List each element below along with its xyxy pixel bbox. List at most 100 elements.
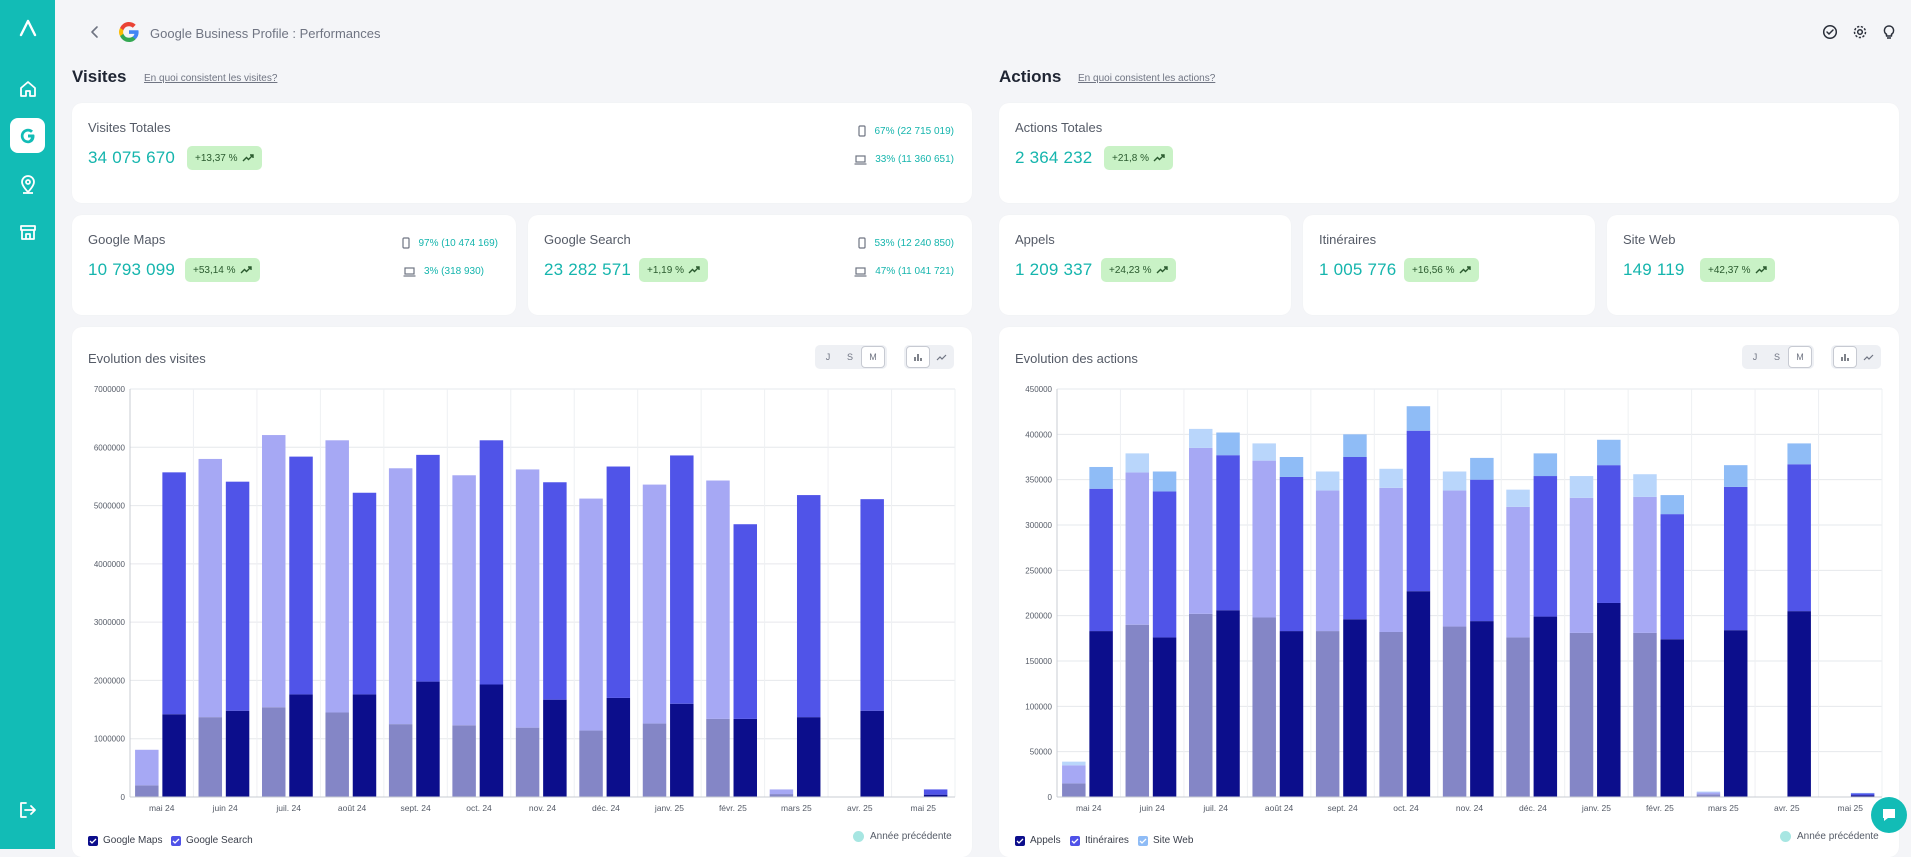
bar-current [226,482,249,711]
mobile-share-value: 67% (22 715 019) [874,126,954,137]
legend-google-maps[interactable]: Google Maps [88,835,162,846]
location-pin-icon[interactable] [10,166,45,201]
bar-previous-year [706,481,729,719]
x-tick-label: mars 25 [1708,803,1739,813]
bar-current [1787,443,1810,464]
bar-previous-year [516,728,539,797]
bar-previous-year [643,724,666,797]
kpi-label: Itinéraires [1319,232,1376,247]
y-tick-label: 7000000 [94,385,126,394]
bar-previous-year [1316,631,1339,797]
x-tick-label: nov. 24 [1456,803,1484,813]
checkbox-icon[interactable] [171,836,181,846]
x-tick-label: mai 25 [1838,803,1864,813]
visits-info-link[interactable]: En quoi consistent les visites? [144,73,277,84]
checklist-icon[interactable] [1822,24,1838,45]
desktop-share-value: 3% (318 930) [424,266,484,277]
y-tick-label: 5000000 [94,502,126,511]
x-tick-label: mai 24 [1076,803,1102,813]
previous-year-label: Année précédente [870,831,952,842]
bar-previous-year [1252,443,1275,460]
legend-calls[interactable]: Appels [1015,835,1061,846]
desktop-share-value: 33% (11 360 651) [875,154,954,165]
legend-directions[interactable]: Itinéraires [1070,835,1129,846]
bar-current [1153,491,1176,637]
bar-current [226,711,249,797]
back-arrow-icon[interactable] [87,24,103,45]
chat-bubble-icon[interactable] [1871,797,1907,833]
sidebar [0,0,55,849]
bar-previous-year [262,707,285,797]
bar-previous-year [770,789,793,794]
y-tick-label: 0 [121,793,126,802]
bar-current [1216,610,1239,797]
bar-current [1343,619,1366,797]
bar-previous-year [389,724,412,797]
kpi-value: 149 119 [1623,260,1685,280]
desktop-share-value: 47% (11 041 721) [875,266,954,277]
bar-current [1661,495,1684,514]
y-tick-label: 50000 [1030,748,1053,757]
legend-website[interactable]: Site Web [1138,835,1193,846]
bar-current [1280,457,1303,477]
toggle-dot[interactable] [1780,831,1791,842]
checkbox-icon[interactable] [1070,836,1080,846]
legend-google-search[interactable]: Google Search [171,835,253,846]
logout-icon[interactable] [10,792,45,827]
bar-previous-year [1189,614,1212,797]
bar-previous-year [1506,637,1529,797]
previous-year-toggle[interactable]: Année précédente [853,831,952,842]
kpi-value: 34 075 670 [88,148,175,168]
kpi-label: Google Maps [88,232,165,247]
bar-previous-year [1506,507,1529,638]
y-tick-label: 0 [1048,793,1053,802]
google-maps-card: Google Maps 10 793 099 +53,14 % 97% (10 … [72,215,516,315]
actions-bar-chart: 0500001000001500002000002500003000003500… [999,327,1899,849]
previous-year-toggle[interactable]: Année précédente [1780,831,1879,842]
x-tick-label: mars 25 [781,803,812,813]
bar-previous-year [1316,472,1339,491]
bar-previous-year [1316,491,1339,632]
bar-current [1534,453,1557,476]
google-logo-icon [117,20,141,49]
gear-icon[interactable] [1852,24,1868,45]
bar-current [607,467,630,698]
google-profile-icon[interactable] [10,118,45,153]
desktop-share: 47% (11 041 721) [854,266,954,277]
bar-previous-year [1189,448,1212,614]
checkbox-icon[interactable] [88,836,98,846]
trend-badge: +21,8 % [1104,146,1173,170]
bar-previous-year [1126,453,1149,472]
laptop-icon [854,267,867,277]
bar-current [543,482,566,699]
bar-previous-year [1697,792,1720,793]
app-logo-icon[interactable] [10,10,45,45]
y-tick-label: 3000000 [94,618,126,627]
bar-current [480,685,503,797]
bar-previous-year [325,712,348,797]
bar-previous-year [1633,497,1656,633]
x-tick-label: déc. 24 [1519,803,1547,813]
x-tick-label: août 24 [338,803,367,813]
bar-current [1724,465,1747,487]
store-icon[interactable] [10,214,45,249]
page-title: Google Business Profile : Performances [150,26,381,41]
actions-info-link[interactable]: En quoi consistent les actions? [1078,73,1215,84]
bar-previous-year [1379,488,1402,632]
kpi-value: 23 282 571 [544,260,631,280]
actions-section-title: Actions [999,67,1061,87]
mobile-share-value: 97% (10 474 169) [418,238,498,249]
bar-previous-year [1506,490,1529,507]
bar-previous-year [1570,633,1593,797]
lightbulb-icon[interactable] [1881,24,1897,45]
bar-current [1216,455,1239,610]
checkbox-icon[interactable] [1138,836,1148,846]
toggle-dot[interactable] [853,831,864,842]
home-icon[interactable] [10,71,45,106]
bar-previous-year [1252,461,1275,618]
x-tick-label: mai 24 [149,803,175,813]
bar-current [353,493,376,695]
bar-previous-year [579,499,602,731]
bar-current [1280,631,1303,797]
checkbox-icon[interactable] [1015,836,1025,846]
